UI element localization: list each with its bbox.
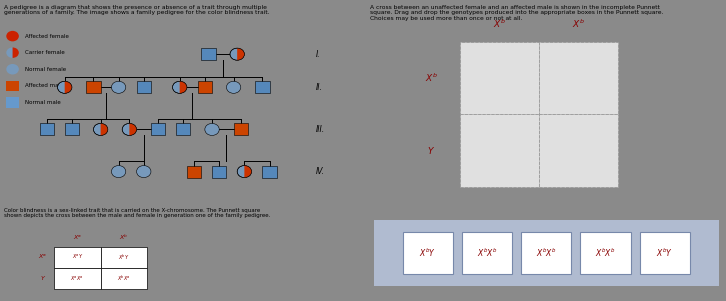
Text: $X^bY$: $X^bY$ bbox=[656, 247, 674, 259]
Bar bbox=[460, 42, 539, 114]
Bar bbox=[101, 268, 147, 289]
Bar bbox=[151, 123, 166, 135]
Bar bbox=[65, 123, 79, 135]
Circle shape bbox=[57, 81, 72, 93]
Wedge shape bbox=[65, 81, 72, 93]
Bar bbox=[521, 232, 571, 274]
Circle shape bbox=[173, 81, 187, 93]
Circle shape bbox=[111, 81, 126, 93]
Bar bbox=[136, 81, 151, 93]
Wedge shape bbox=[180, 81, 187, 93]
Text: $X^a$: $X^a$ bbox=[38, 253, 48, 262]
Wedge shape bbox=[129, 123, 136, 135]
Bar bbox=[234, 123, 248, 135]
Text: II.: II. bbox=[317, 83, 323, 92]
Text: A cross between an unaffected female and an affected male is shown in the incomp: A cross between an unaffected female and… bbox=[370, 5, 664, 21]
Text: $Y$: $Y$ bbox=[40, 275, 46, 282]
Circle shape bbox=[7, 31, 19, 41]
Bar bbox=[581, 232, 631, 274]
Text: $X^b$: $X^b$ bbox=[572, 18, 585, 30]
Bar bbox=[255, 81, 269, 93]
Text: $X^aY$: $X^aY$ bbox=[72, 253, 83, 262]
Bar bbox=[197, 81, 212, 93]
Bar bbox=[187, 166, 201, 178]
Text: $X^bY$: $X^bY$ bbox=[118, 253, 130, 262]
Circle shape bbox=[7, 64, 19, 74]
Wedge shape bbox=[101, 123, 108, 135]
Bar bbox=[54, 268, 101, 289]
Wedge shape bbox=[245, 166, 252, 178]
Circle shape bbox=[136, 166, 151, 178]
Text: Normal female: Normal female bbox=[25, 67, 66, 72]
Text: A pedigree is a diagram that shows the presence or absence of a trait through mu: A pedigree is a diagram that shows the p… bbox=[4, 5, 269, 15]
Text: Color blindness is a sex-linked trait that is carried on the X-chromosome. The P: Color blindness is a sex-linked trait th… bbox=[4, 208, 270, 219]
Bar bbox=[176, 123, 190, 135]
Text: $X^bX^b$: $X^bX^b$ bbox=[536, 247, 557, 259]
Circle shape bbox=[122, 123, 136, 135]
Bar bbox=[374, 220, 719, 286]
Text: $X^a$: $X^a$ bbox=[73, 234, 82, 242]
Text: Carrier female: Carrier female bbox=[25, 50, 65, 55]
Circle shape bbox=[230, 48, 245, 60]
Bar bbox=[39, 123, 54, 135]
Bar bbox=[54, 247, 101, 268]
Circle shape bbox=[237, 166, 252, 178]
Wedge shape bbox=[237, 48, 245, 60]
Text: $Y$: $Y$ bbox=[428, 145, 436, 156]
Wedge shape bbox=[12, 47, 19, 58]
Text: Normal male: Normal male bbox=[25, 100, 61, 105]
Circle shape bbox=[94, 123, 108, 135]
Bar bbox=[86, 81, 101, 93]
Bar bbox=[7, 80, 19, 91]
Bar bbox=[101, 247, 147, 268]
Text: $X^bX^b$: $X^bX^b$ bbox=[476, 247, 497, 259]
Text: $X^aX^a$: $X^aX^a$ bbox=[70, 274, 84, 283]
Bar bbox=[460, 114, 539, 187]
Text: I.: I. bbox=[317, 50, 321, 59]
Bar bbox=[539, 42, 619, 114]
Bar bbox=[7, 97, 19, 107]
Text: Affected female: Affected female bbox=[25, 34, 69, 39]
Bar bbox=[539, 114, 619, 187]
Text: IV.: IV. bbox=[317, 167, 325, 176]
Text: $X^b$: $X^b$ bbox=[119, 233, 129, 242]
Text: $X^b$: $X^b$ bbox=[425, 72, 438, 85]
Bar bbox=[201, 48, 216, 60]
Text: $X^bY$: $X^bY$ bbox=[419, 247, 436, 259]
Text: Affected male: Affected male bbox=[25, 83, 64, 88]
Text: $X^b$: $X^b$ bbox=[493, 18, 506, 30]
Text: III.: III. bbox=[317, 125, 325, 134]
Bar bbox=[212, 166, 227, 178]
Bar bbox=[402, 232, 453, 274]
Bar bbox=[262, 166, 277, 178]
Circle shape bbox=[111, 166, 126, 178]
Text: $X^bX^b$: $X^bX^b$ bbox=[595, 247, 616, 259]
Circle shape bbox=[7, 47, 19, 58]
Bar bbox=[640, 232, 690, 274]
Circle shape bbox=[227, 81, 241, 93]
Bar bbox=[462, 232, 512, 274]
Text: $X^bX^a$: $X^bX^a$ bbox=[117, 274, 131, 283]
Circle shape bbox=[205, 123, 219, 135]
